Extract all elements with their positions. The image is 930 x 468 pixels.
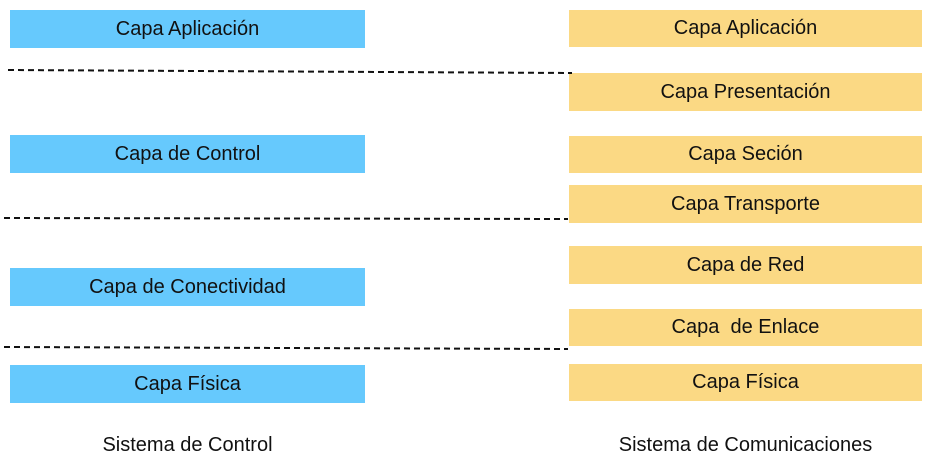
comm-layer-application: Capa Aplicación: [569, 10, 922, 47]
comm-layer-physical: Capa Física: [569, 364, 922, 401]
communication-system-caption: Sistema de Comunicaciones: [618, 434, 873, 456]
control-layer-physical: Capa Física: [10, 365, 365, 403]
control-layer-connectivity: Capa de Conectividad: [10, 268, 365, 306]
divider-control: [3, 217, 569, 220]
comm-layer-session: Capa Seción: [569, 136, 922, 173]
comm-layer-data-link: Capa de Enlace: [569, 309, 922, 346]
control-system-caption: Sistema de Control: [102, 434, 273, 456]
divider-connectivity: [3, 346, 569, 350]
comm-layer-transport: Capa Transporte: [569, 185, 922, 223]
comm-layer-network: Capa de Red: [569, 246, 922, 284]
control-layer-control: Capa de Control: [10, 135, 365, 173]
divider-application: [7, 69, 573, 74]
control-layer-application: Capa Aplicación: [10, 10, 365, 48]
comm-layer-presentation: Capa Presentación: [569, 73, 922, 111]
